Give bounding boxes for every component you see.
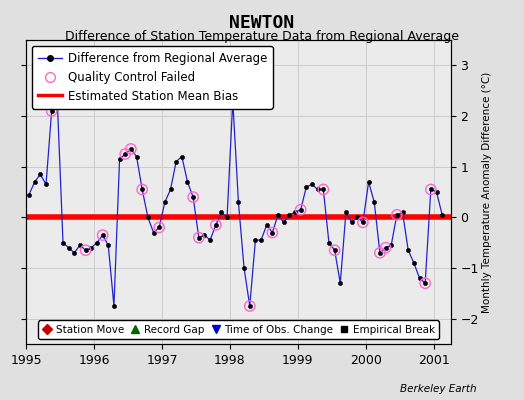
Point bbox=[212, 222, 220, 228]
Point bbox=[53, 98, 61, 104]
Point bbox=[421, 280, 429, 286]
Point bbox=[359, 219, 367, 226]
Point bbox=[392, 212, 401, 218]
Point bbox=[99, 232, 107, 238]
Point bbox=[121, 151, 129, 157]
Point bbox=[376, 250, 384, 256]
Point bbox=[138, 186, 146, 193]
Text: Berkeley Earth: Berkeley Earth bbox=[400, 384, 477, 394]
Legend: Station Move, Record Gap, Time of Obs. Change, Empirical Break: Station Move, Record Gap, Time of Obs. C… bbox=[38, 320, 439, 339]
Point bbox=[319, 186, 328, 193]
Point bbox=[427, 186, 435, 193]
Text: NEWTON: NEWTON bbox=[230, 14, 294, 32]
Point bbox=[228, 98, 237, 104]
Point bbox=[48, 108, 56, 114]
Point bbox=[331, 247, 339, 254]
Point bbox=[194, 234, 203, 241]
Text: Difference of Station Temperature Data from Regional Average: Difference of Station Temperature Data f… bbox=[65, 30, 459, 43]
Point bbox=[155, 224, 163, 231]
Point bbox=[381, 244, 390, 251]
Point bbox=[81, 247, 90, 254]
Point bbox=[268, 229, 277, 236]
Y-axis label: Monthly Temperature Anomaly Difference (°C): Monthly Temperature Anomaly Difference (… bbox=[482, 71, 492, 313]
Point bbox=[246, 303, 254, 309]
Point bbox=[127, 146, 135, 152]
Point bbox=[297, 206, 305, 213]
Point bbox=[189, 194, 198, 200]
